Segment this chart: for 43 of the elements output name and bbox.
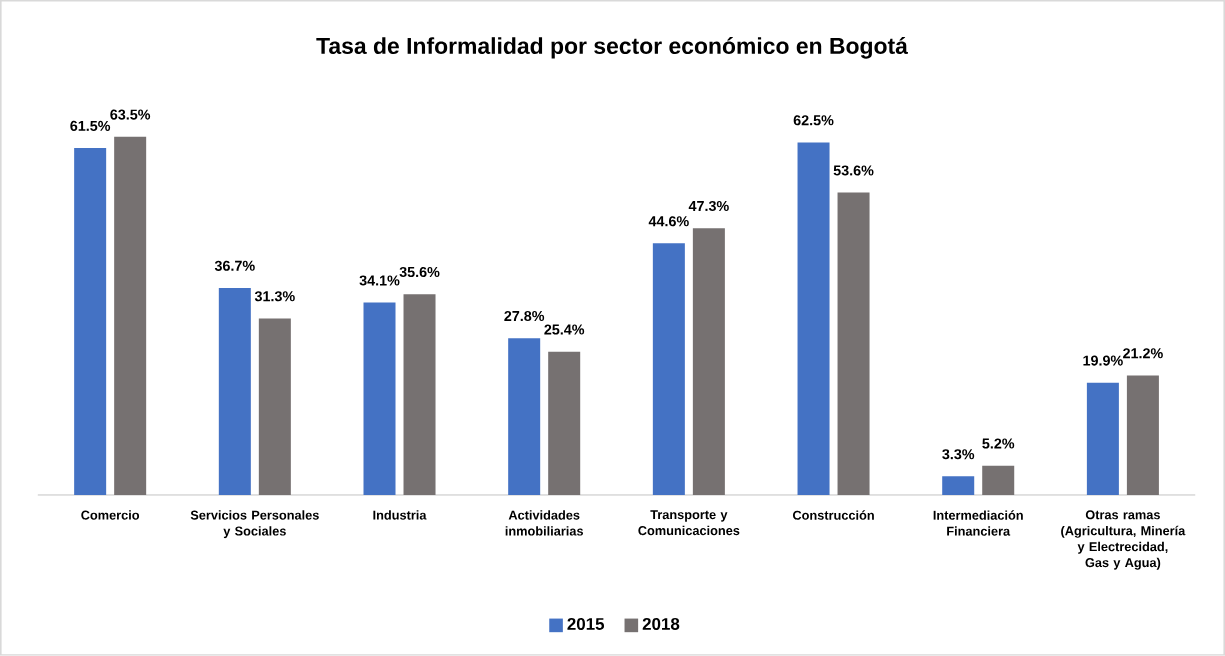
data-label: 34.1%: [359, 275, 400, 286]
bar: [692, 228, 725, 496]
data-label: 25.4%: [544, 324, 585, 335]
legend-label: 2018: [642, 618, 680, 631]
bar: [548, 351, 581, 496]
data-label: 62.5%: [793, 115, 834, 126]
data-label: 21.2%: [1123, 348, 1163, 359]
data-label: 3.3%: [942, 449, 975, 460]
bar: [652, 243, 685, 496]
bar: [942, 476, 975, 496]
data-label: 31.3%: [254, 291, 295, 302]
bar: [797, 142, 830, 496]
x-tick-label: Actividades inmobiliarias: [505, 510, 584, 536]
data-label: 36.7%: [214, 260, 255, 271]
bar: [74, 148, 107, 496]
data-label: 19.9%: [1083, 355, 1123, 366]
bar: [258, 318, 291, 496]
data-label: 35.6%: [399, 267, 440, 278]
chart-title: Tasa de Informalidad por sector económico en Bogotá: [316, 37, 908, 59]
bar: [218, 288, 251, 496]
x-tick-label: Construcción: [792, 510, 874, 520]
data-label: 61.5%: [70, 120, 111, 132]
bar: [363, 302, 396, 496]
x-tick-label: Servicios Personales y Sociales: [190, 510, 319, 539]
bar: [114, 136, 147, 496]
bar: [982, 465, 1015, 496]
x-tick-label: Otras ramas (Agricultura, Minería y Electrecidad, Gas y Agua): [1061, 510, 1186, 570]
bar: [1086, 382, 1119, 496]
x-tick-label: Comercio: [81, 510, 140, 520]
bar: [403, 294, 436, 496]
data-label: 27.8%: [504, 311, 545, 322]
data-label: 47.3%: [688, 201, 729, 212]
data-label: 53.6%: [833, 165, 874, 176]
bar: [837, 192, 870, 496]
legend-label: 2015: [567, 618, 605, 631]
data-label: 63.5%: [110, 109, 151, 120]
x-tick-label: Transporte y Comunicaciones: [638, 510, 740, 536]
data-label: 5.2%: [982, 438, 1015, 449]
data-label: 44.6%: [648, 216, 689, 227]
bar: [508, 338, 541, 496]
x-tick-label: Intermediación Financiera: [933, 510, 1023, 536]
bar: [1126, 375, 1159, 496]
x-tick-label: Industria: [373, 510, 427, 520]
